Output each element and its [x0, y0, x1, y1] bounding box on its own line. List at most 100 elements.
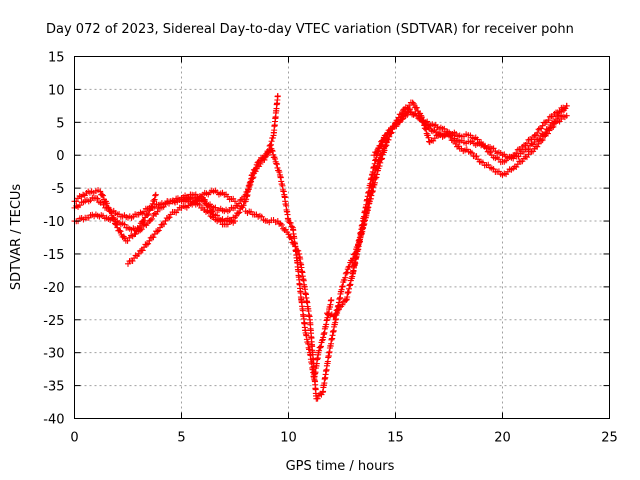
chart-title: Day 072 of 2023, Sidereal Day-to-day VTE… [46, 22, 574, 37]
data-point-fill [272, 155, 279, 162]
data-point-fill [535, 140, 542, 147]
data-point-fill [236, 209, 243, 216]
y-tick-label: -30 [43, 347, 64, 362]
data-point-fill [317, 344, 324, 351]
data-point [157, 224, 164, 231]
data-point-fill [551, 118, 558, 125]
data-point-fill [378, 156, 385, 163]
data-point-fill [145, 240, 152, 247]
data-point-fill [273, 160, 280, 167]
data-point-fill [387, 128, 394, 135]
data-point-fill [165, 215, 172, 222]
y-tick-label: -10 [43, 215, 64, 230]
data-point-fill [143, 241, 150, 248]
data-point-fill [196, 201, 203, 208]
data-point [152, 191, 159, 198]
data-point-fill [319, 337, 326, 344]
data-point [328, 297, 335, 304]
y-tick-label: -15 [43, 248, 64, 263]
data-point-fill [399, 115, 406, 122]
data-point-fill [141, 217, 148, 224]
data-point-fill [152, 192, 159, 199]
data-point-fill [129, 257, 136, 264]
y-axis-label: SDTVAR / TECUs [9, 184, 24, 291]
data-point-fill [295, 247, 302, 254]
x-tick-label: 15 [387, 431, 404, 446]
data-point-fill [381, 136, 388, 143]
x-tick-label: 10 [280, 431, 297, 446]
series-track-5 [178, 145, 335, 383]
data-point-fill [94, 195, 101, 202]
x-tick-label: 25 [601, 431, 618, 446]
y-tick-label: 5 [56, 116, 64, 131]
data-point [232, 198, 238, 205]
data-point-fill [538, 125, 545, 132]
data-point-fill [240, 202, 247, 209]
data-point-fill [104, 204, 111, 211]
data-point [345, 264, 352, 271]
data-point-fill [535, 126, 542, 133]
data-point [563, 102, 570, 109]
data-point-fill [373, 149, 380, 156]
tick-layer: 0 5 10 15 20 25 15 10 5 0 -5 -10 -15 -20 -25 -30 -35 -40 [43, 51, 618, 446]
y-tick-label: -5 [52, 182, 65, 197]
data-point [146, 237, 153, 244]
data-point-fill [317, 343, 324, 350]
data-point-fill [382, 135, 389, 142]
data-point-fill [383, 142, 390, 149]
data-point-fill [525, 146, 532, 153]
data-point [339, 283, 345, 290]
x-tick-label: 20 [494, 431, 511, 446]
x-axis-label: GPS time / hours [286, 459, 395, 474]
data-point-fill [277, 220, 284, 227]
data-point-fill [425, 134, 432, 141]
data-point-fill [287, 219, 294, 226]
data-point-fill [235, 210, 242, 217]
data-point [531, 132, 538, 139]
data-point-fill [544, 126, 551, 133]
data-point-fill [166, 214, 173, 221]
series-track-6 [242, 139, 390, 402]
data-point-fill [276, 169, 283, 176]
data-point-fill [144, 212, 151, 219]
data-point-fill [335, 306, 342, 313]
data-point-fill [121, 221, 128, 228]
data-point-fill [415, 112, 422, 119]
data-point-fill [487, 149, 494, 156]
data-point-fill [99, 191, 106, 198]
data-point-fill [468, 149, 475, 156]
data-point-fill [536, 136, 543, 143]
data-point [97, 188, 104, 195]
data-point-fill [269, 148, 276, 155]
data-point-fill [141, 244, 148, 251]
data-point-fill [236, 200, 243, 207]
data-point-fill [421, 122, 428, 129]
data-point-fill [154, 228, 161, 235]
data-point [563, 112, 570, 119]
data-point-fill [473, 153, 480, 160]
data-point-fill [555, 113, 562, 120]
data-point-fill [252, 165, 259, 172]
data-point-fill [161, 221, 168, 228]
data-point-fill [268, 147, 275, 154]
data-point-fill [124, 237, 131, 244]
data-point-fill [534, 143, 541, 150]
data-point-fill [398, 116, 405, 123]
data-point-fill [376, 163, 383, 170]
data-point-fill [151, 231, 158, 238]
data-point-fill [288, 235, 295, 242]
data-point-fill [273, 161, 280, 168]
data-point-fill [413, 104, 420, 111]
data-point [125, 260, 131, 267]
data-point [553, 116, 559, 123]
data-point-fill [145, 210, 152, 217]
x-tick-label: 0 [70, 431, 78, 446]
data-point-fill [278, 221, 285, 228]
y-tick-label: 0 [56, 149, 64, 164]
data-point-fill [557, 112, 564, 119]
data-point-fill [385, 136, 392, 143]
y-tick-label: 10 [48, 83, 65, 98]
data-point-fill [379, 155, 386, 162]
data-point-fill [265, 148, 272, 155]
data-point-fill [423, 126, 430, 133]
